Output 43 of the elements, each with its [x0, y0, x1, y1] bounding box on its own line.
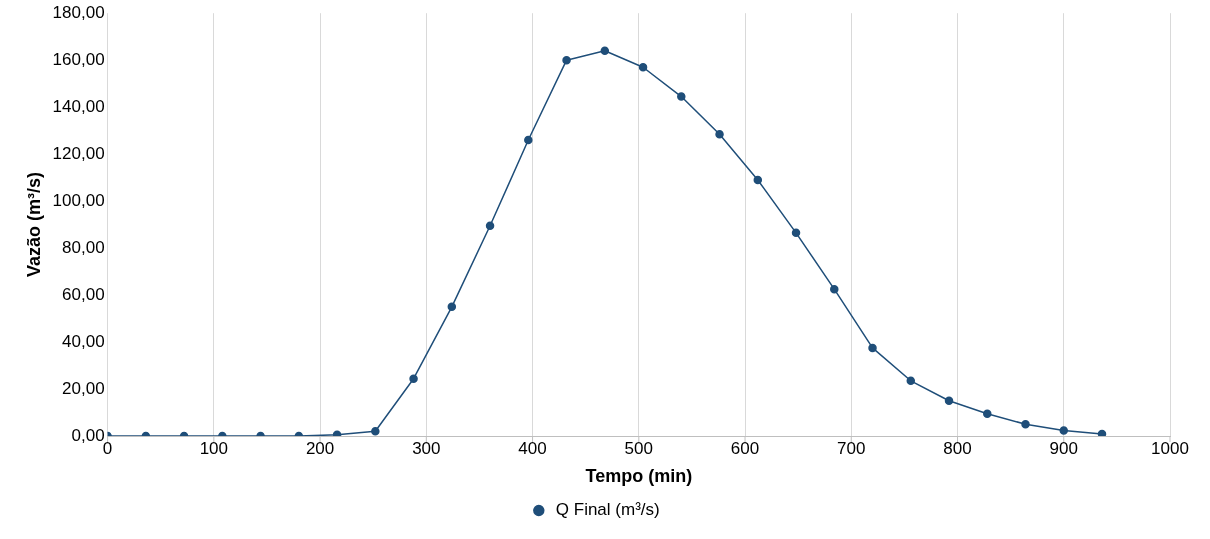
point: [447, 302, 457, 312]
y-tick-label: 40,00: [62, 331, 105, 351]
y-tick-label: 60,00: [62, 284, 105, 304]
legend-label: Q Final (m³/s): [555, 500, 660, 520]
point: [791, 228, 801, 238]
point: [485, 221, 495, 231]
y-tick-label: 20,00: [62, 378, 105, 398]
point: [371, 427, 380, 436]
x-tick-label: 700: [837, 438, 866, 458]
x-axis-title: Tempo (min): [585, 466, 693, 487]
point: [409, 374, 418, 383]
y-tick-label: 140,00: [52, 96, 105, 116]
y-tick-label: 100,00: [52, 190, 105, 210]
y-tick-label: 0,00: [71, 425, 105, 445]
point: [983, 409, 992, 418]
point: [1097, 429, 1107, 436]
y-tick-label: 80,00: [62, 237, 105, 257]
x-tick-label: 100: [199, 438, 229, 458]
point: [906, 376, 916, 386]
y-tick-label: 160,00: [52, 49, 105, 69]
point: [944, 396, 954, 406]
point: [1059, 426, 1069, 435]
x-tick-label: 900: [1049, 438, 1078, 458]
x-tick-label: 1000: [1151, 438, 1189, 458]
y-axis-title: Vazão (m³/s): [23, 172, 44, 278]
point: [638, 62, 648, 72]
point: [1021, 420, 1030, 429]
y-tick-label: 120,00: [52, 143, 105, 163]
point: [524, 135, 533, 145]
x-tick-label: 400: [518, 438, 547, 458]
y-tick-label: 180,00: [52, 2, 105, 22]
x-tick-label: 500: [624, 438, 653, 458]
point: [830, 284, 839, 294]
point: [753, 175, 763, 185]
point: [677, 92, 686, 101]
point: [562, 55, 571, 65]
point: [715, 129, 724, 139]
x-tick-label: 800: [943, 438, 972, 458]
point: [868, 343, 877, 353]
x-tick-label: 200: [305, 438, 335, 458]
point: [600, 46, 610, 56]
x-tick-label: 300: [412, 438, 441, 458]
x-tick-label: 600: [730, 438, 760, 458]
